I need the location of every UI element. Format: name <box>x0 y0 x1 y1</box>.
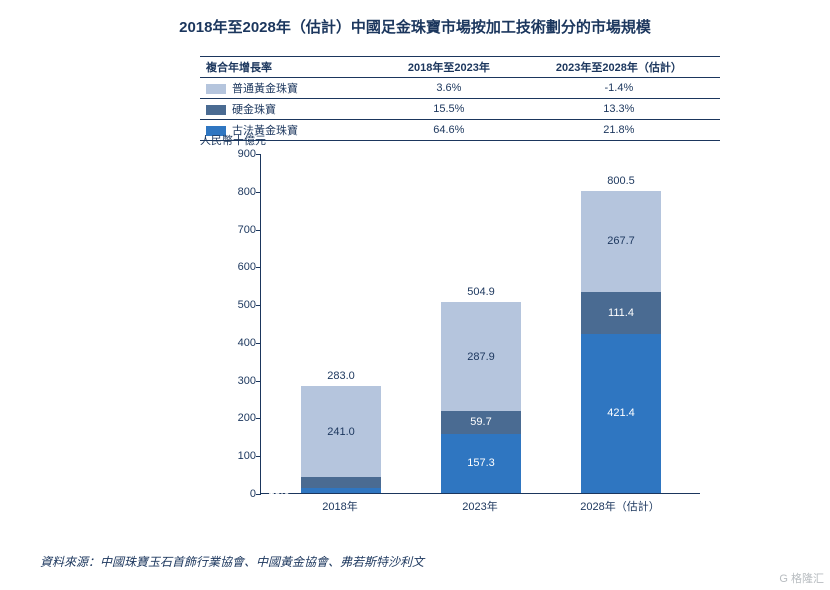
segment-value-label: 13.0 <box>261 485 297 497</box>
segment-value-label: 157.3 <box>441 457 521 469</box>
bar-group: 13.029.0241.0283.0 <box>301 386 381 493</box>
table-header-period2: 2023年至2028年（估計） <box>518 57 720 78</box>
x-tick-label: 2018年 <box>322 498 357 514</box>
y-tick-label: 400 <box>238 337 256 349</box>
bar-total-label: 504.9 <box>441 286 521 298</box>
plot-area: 13.029.0241.0283.0157.359.7287.9504.9421… <box>260 154 700 494</box>
table-row: 硬金珠寶15.5%13.3% <box>200 99 720 120</box>
segment-value-label: 267.7 <box>581 235 661 247</box>
bar-group: 421.4111.4267.7800.5 <box>581 191 661 493</box>
bar-segment-yingjin: 59.7 <box>441 411 521 434</box>
bar-segment-putong: 267.7 <box>581 191 661 292</box>
table-row: 古法黃金珠寶64.6%21.8% <box>200 120 720 141</box>
bar-segment-gufa: 157.3 <box>441 434 521 493</box>
y-tick-label: 500 <box>238 299 256 311</box>
legend-swatch <box>206 105 226 115</box>
bar-segment-gufa: 13.0 <box>301 488 381 493</box>
y-tick-label: 700 <box>238 224 256 236</box>
segment-value-label: 111.4 <box>581 307 661 319</box>
source-citation: 資料來源：中國珠寶玉石首飾行業協會、中國黃金協會、弗若斯特沙利文 <box>40 553 424 570</box>
bar-group: 157.359.7287.9504.9 <box>441 302 521 493</box>
y-tick-label: 300 <box>238 375 256 387</box>
y-tick-label: 800 <box>238 186 256 198</box>
segment-value-label: 421.4 <box>581 407 661 419</box>
page-title: 2018年至2028年（估計）中國足金珠寶市場按加工技術劃分的市場規模 <box>0 16 830 37</box>
segment-value-label: 59.7 <box>441 416 521 428</box>
y-tick-label: 600 <box>238 261 256 273</box>
bar-segment-putong: 241.0 <box>301 386 381 477</box>
legend-label: 普通黃金珠寶 <box>232 83 298 95</box>
segment-value-label: 29.0 <box>385 477 421 489</box>
y-tick-label: 0 <box>250 488 256 500</box>
table-header-period1: 2018年至2023年 <box>380 57 518 78</box>
bar-segment-yingjin: 111.4 <box>581 292 661 334</box>
y-axis-unit: 人民幣十億元 <box>200 132 266 148</box>
table-header-label: 複合年增長率 <box>200 57 380 78</box>
legend-swatch <box>206 84 226 94</box>
bar-segment-gufa: 421.4 <box>581 334 661 493</box>
bar-segment-putong: 287.9 <box>441 302 521 411</box>
segment-value-label: 241.0 <box>301 426 381 438</box>
x-tick-label: 2028年（估計） <box>580 498 659 514</box>
x-tick-label: 2023年 <box>462 498 497 514</box>
table-row: 普通黃金珠寶3.6%-1.4% <box>200 78 720 99</box>
bar-total-label: 283.0 <box>301 370 381 382</box>
growth-rate-table: 複合年增長率 2018年至2023年 2023年至2028年（估計） 普通黃金珠… <box>200 56 720 141</box>
y-tick-label: 100 <box>238 450 256 462</box>
bar-total-label: 800.5 <box>581 175 661 187</box>
segment-value-label: 287.9 <box>441 351 521 363</box>
y-tick-label: 200 <box>238 412 256 424</box>
legend-label: 硬金珠寶 <box>232 104 276 116</box>
watermark: G 格隆汇 <box>779 570 824 586</box>
stacked-bar-chart: 13.029.0241.0283.0157.359.7287.9504.9421… <box>220 154 700 514</box>
y-tick-label: 900 <box>238 148 256 160</box>
bar-segment-yingjin: 29.0 <box>301 477 381 488</box>
